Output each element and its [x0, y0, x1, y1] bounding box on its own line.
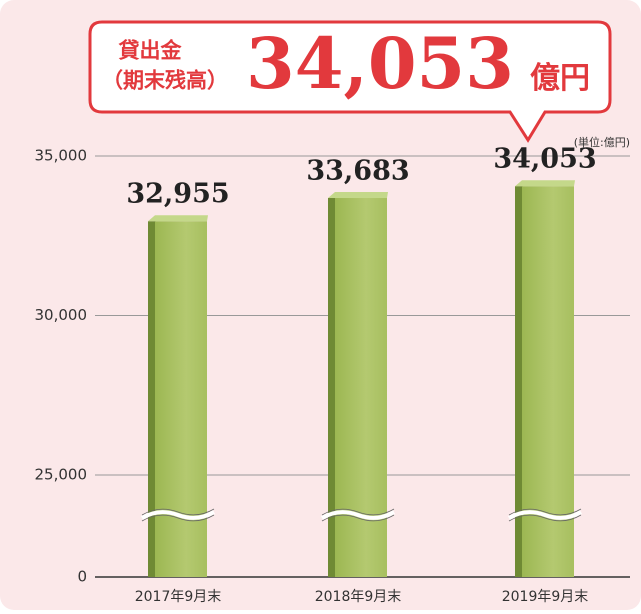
callout-value: 34,053	[246, 22, 514, 105]
y-tick-label: 30,000	[35, 306, 88, 324]
x-tick-label: 2019年9月末	[502, 589, 589, 605]
unit-label: (単位:億円)	[574, 135, 630, 149]
axis-break	[140, 510, 216, 520]
bar-top	[328, 192, 388, 199]
axis-break	[320, 510, 396, 520]
value-label: 34,053	[493, 144, 596, 175]
axis-break-edge	[321, 508, 395, 522]
bar-side	[148, 221, 156, 577]
y-tick-label: 0	[77, 568, 87, 586]
axis-break-edge	[508, 508, 582, 522]
bar-top	[515, 180, 575, 187]
bar-side	[515, 186, 523, 578]
callout-title: 貸出金	[118, 38, 183, 63]
value-label: 32,955	[126, 179, 229, 210]
bar-top	[148, 215, 208, 222]
y-tick-label: 25,000	[35, 466, 88, 484]
axis-break	[507, 510, 583, 520]
y-tick-label: 35,000	[35, 147, 88, 165]
callout-box	[88, 20, 612, 143]
bar	[155, 221, 207, 577]
x-tick-label: 2018年9月末	[315, 589, 402, 605]
x-tick-label: 2017年9月末	[135, 589, 222, 605]
axis-break-edge	[141, 508, 215, 522]
callout-unit: 億円	[530, 61, 590, 96]
value-label: 33,683	[306, 156, 409, 187]
plot: 0 25,000 30,000 35,000 2017年9月末 32,955 2018年9月…	[35, 144, 630, 605]
bar-side	[328, 198, 336, 577]
callout-title: （期末残高）	[102, 68, 228, 93]
